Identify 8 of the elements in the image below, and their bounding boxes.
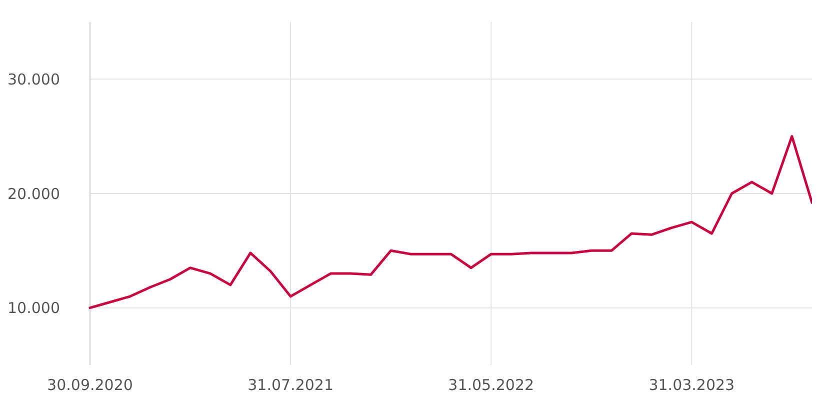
y-tick-label: 10.000 — [8, 299, 60, 318]
x-tick-label: 31.07.2021 — [248, 376, 334, 394]
x-tick-label: 31.05.2022 — [448, 376, 534, 394]
y-tick-label: 20.000 — [8, 184, 60, 203]
x-tick-label: 30.09.2020 — [47, 376, 133, 394]
line-series — [88, 135, 812, 310]
y-tick-label: 30.000 — [8, 70, 60, 88]
x-tick-label: 31.03.2023 — [648, 376, 735, 394]
